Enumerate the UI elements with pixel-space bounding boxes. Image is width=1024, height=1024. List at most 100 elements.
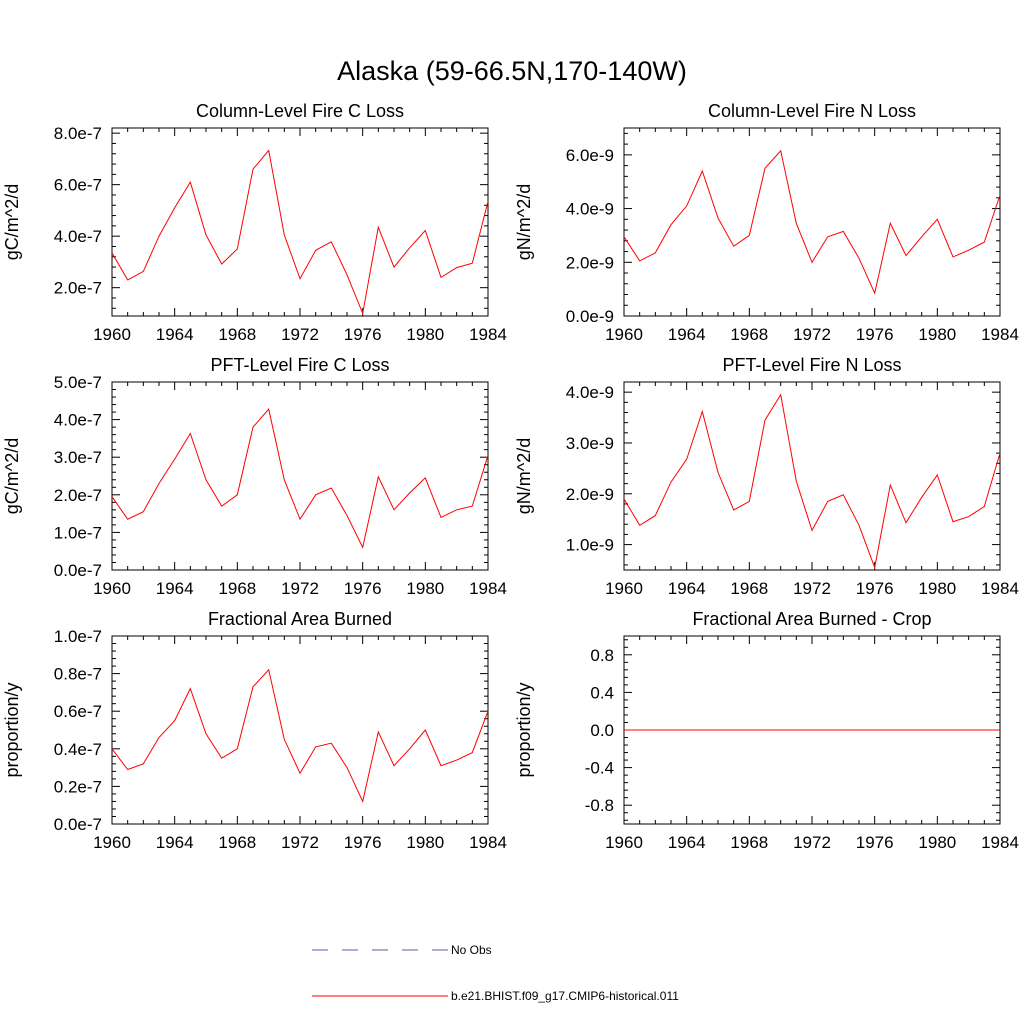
x-tick-label: 1976: [344, 833, 382, 852]
panels: Column-Level Fire C Loss gC/m^2/d 1960 1964…: [2, 101, 1019, 852]
y-tick-label: 0.4e-7: [54, 740, 102, 759]
x-tick-label: 1972: [793, 325, 831, 344]
y-tick-label: 0.0e-9: [566, 307, 614, 326]
y-tick-label: 0.8e-7: [54, 665, 102, 684]
x-tick-label: 1972: [281, 833, 319, 852]
plot-frame: [111, 635, 489, 825]
panel-title: PFT-Level Fire N Loss: [722, 355, 901, 375]
x-tick-label: 1980: [918, 833, 956, 852]
y-axis-label: gN/m^2/d: [514, 184, 534, 260]
x-tick-label: 1968: [218, 579, 256, 598]
y-tick-label: 0.0: [590, 721, 614, 740]
panel-title: Column-Level Fire C Loss: [196, 101, 404, 121]
x-tick-label: 1960: [93, 579, 131, 598]
x-tick-label: 1972: [793, 579, 831, 598]
series-line: [111, 149, 489, 316]
legend: No Obs b.e21.BHIST.f09_g17.CMIP6-histori…: [312, 943, 679, 1003]
x-tick-label: 1960: [605, 579, 643, 598]
panel-title: Fractional Area Burned - Crop: [692, 609, 931, 629]
legend-label-no-obs: No Obs: [451, 943, 492, 957]
y-tick-label: 2.0e-7: [54, 279, 102, 298]
panel-title: Fractional Area Burned: [208, 609, 392, 629]
y-tick-label: 6.0e-9: [566, 146, 614, 165]
x-tick-label: 1976: [344, 579, 382, 598]
y-tick-label: 0.2e-7: [54, 777, 102, 796]
x-tick-label: 1976: [856, 833, 894, 852]
panel-3: PFT-Level Fire C Loss gC/m^2/d 1960 1964 196…: [2, 355, 507, 598]
y-tick-label: 4.0e-9: [566, 383, 614, 402]
x-tick-label: 1972: [793, 833, 831, 852]
plot-frame: [623, 127, 1001, 317]
series-line: [623, 393, 1001, 570]
x-tick-label: 1984: [469, 833, 507, 852]
legend-label-model: b.e21.BHIST.f09_g17.CMIP6-historical.011: [451, 989, 679, 1003]
x-tick-label: 1968: [218, 325, 256, 344]
x-tick-label: 1968: [730, 579, 768, 598]
y-tick-label: 2.0e-9: [566, 485, 614, 504]
x-tick-label: 1964: [668, 325, 706, 344]
x-tick-label: 1984: [469, 579, 507, 598]
x-tick-label: 1984: [981, 579, 1019, 598]
x-tick-label: 1960: [93, 325, 131, 344]
x-tick-label: 1980: [918, 325, 956, 344]
y-tick-label: 3.0e-7: [54, 448, 102, 467]
y-tick-label: 4.0e-7: [54, 227, 102, 246]
x-tick-label: 1984: [469, 325, 507, 344]
x-tick-label: 1960: [605, 325, 643, 344]
x-tick-label: 1968: [730, 325, 768, 344]
series-line: [111, 668, 489, 803]
panel-5: Fractional Area Burned proportion/y 1960 19…: [2, 609, 507, 852]
panel-title: PFT-Level Fire C Loss: [210, 355, 389, 375]
y-tick-label: 0.8: [590, 646, 614, 665]
y-tick-label: 6.0e-7: [54, 176, 102, 195]
x-tick-label: 1976: [344, 325, 382, 344]
x-tick-label: 1972: [281, 325, 319, 344]
y-axis-label: gN/m^2/d: [514, 438, 534, 514]
y-tick-label: 8.0e-7: [54, 124, 102, 143]
x-tick-label: 1980: [406, 325, 444, 344]
y-tick-label: 0.0e-7: [54, 561, 102, 580]
x-tick-label: 1964: [668, 833, 706, 852]
x-tick-label: 1960: [605, 833, 643, 852]
plot-frame: [111, 381, 489, 571]
plot-frame: [623, 381, 1001, 571]
x-tick-label: 1972: [281, 579, 319, 598]
y-axis-label: gC/m^2/d: [2, 438, 22, 514]
series-line: [623, 149, 1001, 295]
x-tick-label: 1980: [406, 833, 444, 852]
y-axis-label: proportion/y: [2, 682, 22, 777]
y-tick-label: 4.0e-7: [54, 411, 102, 430]
y-tick-label: 0.4: [590, 683, 614, 702]
panel-4: PFT-Level Fire N Loss gN/m^2/d 1960 1964 196…: [514, 355, 1019, 598]
panel-1: Column-Level Fire C Loss gC/m^2/d 1960 1964…: [2, 101, 507, 344]
y-tick-label: 1.0e-7: [54, 523, 102, 542]
x-tick-label: 1968: [218, 833, 256, 852]
figure-title: Alaska (59-66.5N,170-140W): [337, 56, 687, 86]
x-tick-label: 1964: [668, 579, 706, 598]
panel-title: Column-Level Fire N Loss: [708, 101, 916, 121]
y-tick-label: 2.0e-7: [54, 486, 102, 505]
x-tick-label: 1984: [981, 325, 1019, 344]
x-tick-label: 1968: [730, 833, 768, 852]
y-tick-label: 1.0e-7: [54, 627, 102, 646]
x-tick-label: 1964: [156, 833, 194, 852]
x-tick-label: 1976: [856, 325, 894, 344]
y-tick-label: 5.0e-7: [54, 373, 102, 392]
x-tick-label: 1980: [406, 579, 444, 598]
panel-6: Fractional Area Burned - Crop proportion/…: [514, 609, 1019, 852]
x-tick-label: 1960: [93, 833, 131, 852]
x-tick-label: 1964: [156, 325, 194, 344]
y-tick-label: 3.0e-9: [566, 434, 614, 453]
y-axis-label: proportion/y: [514, 682, 534, 777]
y-tick-label: 1.0e-9: [566, 536, 614, 555]
x-tick-label: 1984: [981, 833, 1019, 852]
y-tick-label: 4.0e-9: [566, 200, 614, 219]
y-axis-label: gC/m^2/d: [2, 184, 22, 260]
y-tick-label: 0.6e-7: [54, 702, 102, 721]
y-tick-label: -0.4: [585, 759, 614, 778]
y-tick-label: -0.8: [585, 796, 614, 815]
x-tick-label: 1976: [856, 579, 894, 598]
panel-2: Column-Level Fire N Loss gN/m^2/d 1960 1964…: [514, 101, 1019, 344]
x-tick-label: 1964: [156, 579, 194, 598]
